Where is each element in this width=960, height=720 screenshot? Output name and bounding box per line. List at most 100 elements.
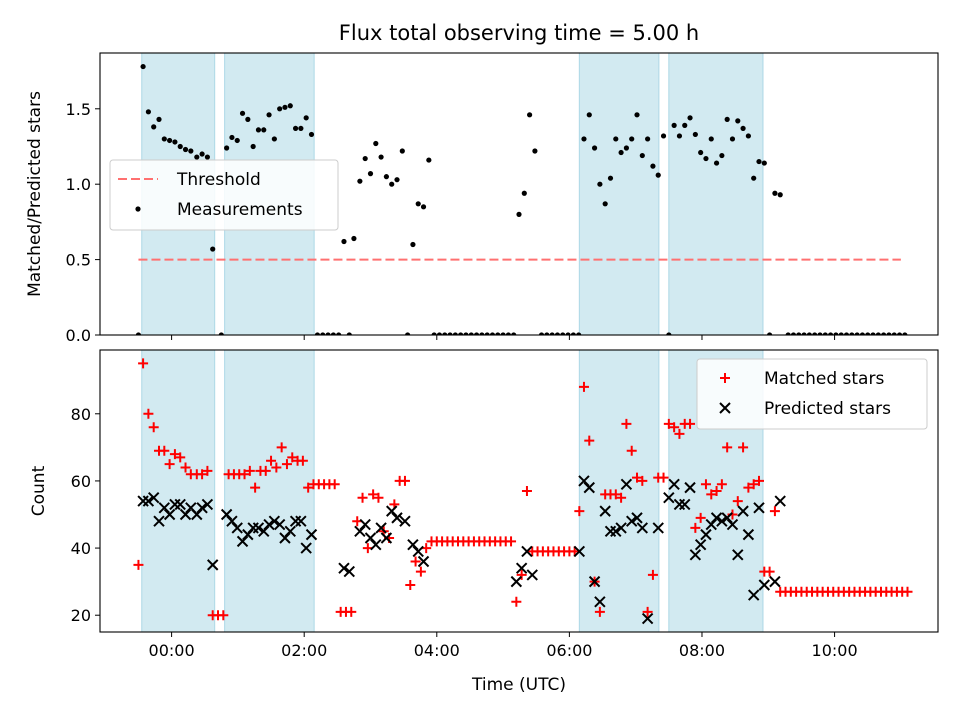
matched-star-point: [410, 556, 421, 567]
predicted-star-point: [196, 502, 208, 514]
matched-star-point: [266, 455, 277, 466]
measurement-point: [261, 127, 267, 133]
predicted-star-point: [206, 559, 219, 571]
y-tick-label: 80: [71, 405, 91, 424]
measurement-point: [351, 235, 357, 242]
matched-star-point: [578, 381, 589, 392]
matched-star-point: [521, 486, 532, 496]
matched-star-point: [584, 435, 595, 446]
predicted-star-point: [231, 522, 243, 534]
predicted-star-point: [583, 481, 595, 494]
legend: Matched stars Predicted stars: [696, 358, 928, 430]
matched-star-point: [663, 418, 674, 429]
matched-star-point: [297, 455, 308, 466]
measurement-point: [838, 332, 844, 335]
matched-star-point: [138, 358, 149, 369]
measurement-point: [676, 133, 683, 139]
matched-star-point: [218, 610, 229, 621]
measurement-point: [602, 201, 608, 207]
measurement-point: [790, 332, 797, 335]
matched-star-point: [276, 442, 287, 453]
measurement-point: [282, 104, 288, 110]
matched-star-point: [180, 462, 191, 473]
measurement-point: [560, 332, 566, 335]
predicted-star-point: [652, 522, 664, 534]
top-panel-ratio: 0.0 0.5 1.0 1.5 Matched/Predicted stars Thres…: [25, 52, 939, 345]
predicted-star-point: [526, 569, 538, 581]
predicted-star-point: [620, 478, 633, 490]
matched-star-point: [732, 496, 743, 507]
matched-star-point: [902, 586, 913, 597]
measurement-point: [245, 116, 251, 122]
predicted-star-point: [753, 502, 765, 514]
measurement-point: [655, 172, 661, 178]
matched-star-point: [164, 459, 175, 470]
matched-star-point: [260, 465, 271, 476]
measurement-point: [833, 332, 839, 335]
measurement-point: [692, 131, 698, 138]
matched-star-point: [722, 442, 733, 453]
measurement-point: [740, 125, 746, 132]
predicted-star-point: [375, 522, 387, 534]
matched-star-point: [616, 492, 627, 503]
measurement-point: [330, 332, 336, 335]
measurement-point: [650, 163, 656, 169]
measurement-point: [277, 106, 283, 112]
legend-entry-label: Matched stars: [764, 369, 884, 389]
measurement-point: [188, 148, 194, 154]
measurement-point: [463, 332, 469, 335]
measurement-point: [687, 115, 693, 121]
measurement-point: [156, 116, 162, 122]
legend-matched-swatch: [720, 373, 730, 383]
measurement-point: [591, 145, 598, 151]
measurement-point: [436, 332, 443, 335]
measurement-point: [854, 332, 860, 335]
predicted-star-point: [615, 522, 627, 534]
measurement-point: [161, 136, 167, 142]
measurement-point: [495, 332, 501, 335]
predicted-star-point: [689, 549, 702, 561]
predicted-star-point: [663, 492, 675, 504]
measurement-point: [629, 136, 635, 142]
predicted-star-point: [399, 515, 411, 527]
matched-star-point: [239, 469, 250, 480]
matched-star-point: [329, 479, 340, 490]
x-axis-label: Time (UTC): [471, 675, 566, 695]
shaded-interval-3: [668, 53, 764, 335]
measurement-point: [761, 160, 767, 166]
matched-star-point: [373, 492, 384, 503]
predicted-star-point: [599, 505, 611, 517]
predicted-star-point: [295, 515, 307, 527]
predicted-star-point: [305, 528, 318, 541]
y-tick-label: 20: [71, 606, 91, 625]
measurement-point: [586, 112, 592, 118]
measurement-point: [298, 125, 304, 132]
measurement-point: [581, 136, 587, 142]
matched-star-point: [143, 408, 154, 419]
matched-star-point: [368, 489, 379, 500]
matched-star-point: [716, 479, 727, 490]
predicted-star-point: [284, 525, 296, 537]
measurement-point: [415, 201, 421, 207]
measurement-point: [796, 332, 802, 335]
shaded-interval-0: [141, 350, 216, 632]
axes-frame: [99, 349, 939, 633]
matched-star-point: [287, 452, 298, 463]
legend-predicted-swatch: [719, 402, 731, 414]
x-tick-label: 10:00: [812, 641, 858, 660]
measurement-point: [645, 136, 651, 142]
measurement-point: [745, 133, 751, 139]
predicted-star-point: [273, 518, 286, 531]
predicted-star-point: [391, 512, 403, 524]
predicted-star-point: [417, 555, 430, 568]
measurement-point: [682, 122, 688, 128]
matched-star-point: [175, 452, 186, 463]
measurement-point: [806, 332, 812, 335]
matched-star-point: [621, 418, 632, 429]
measurement-point: [817, 332, 823, 335]
matched-star-point: [626, 445, 637, 456]
measurement-point: [544, 332, 550, 335]
predicted-star-point: [726, 518, 739, 531]
measurement-point: [703, 155, 709, 162]
